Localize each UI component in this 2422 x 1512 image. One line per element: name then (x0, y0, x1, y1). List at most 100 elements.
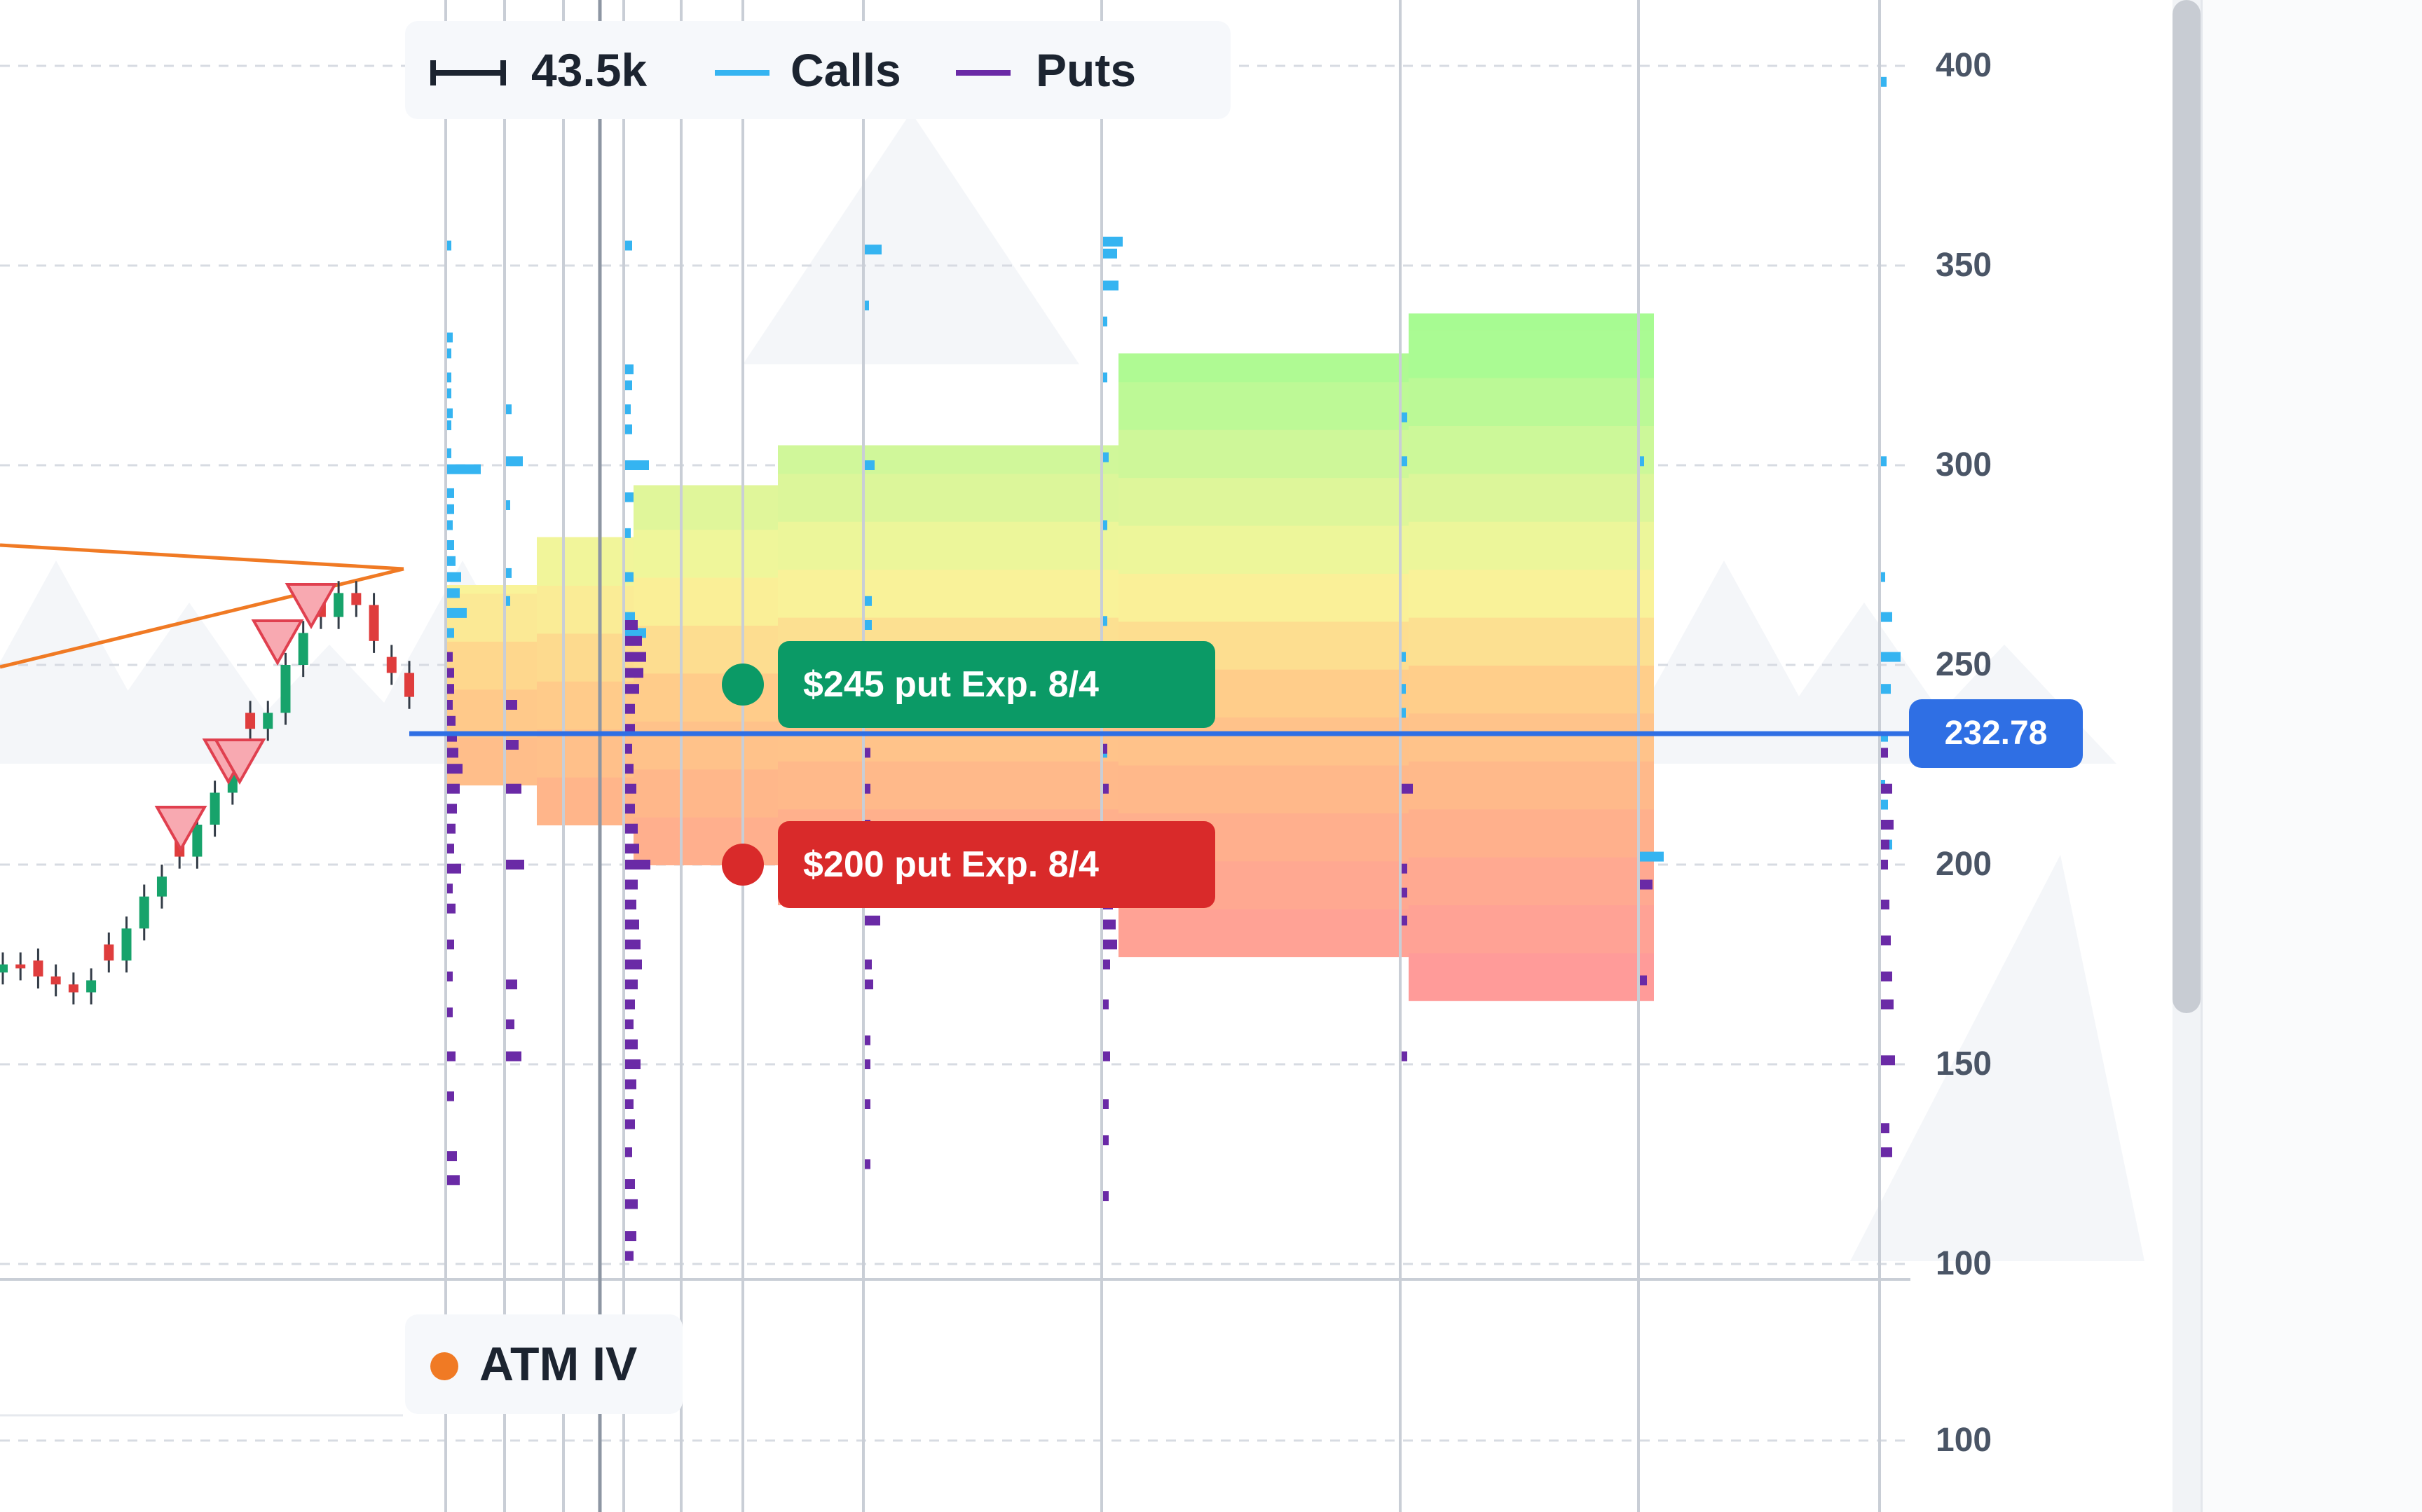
y-tick-label: 150 (1936, 1045, 1992, 1083)
call-oi-bar (1881, 684, 1891, 694)
projection-zone-band (537, 537, 634, 586)
projection-zone-band (1409, 473, 1654, 522)
put-oi-bar (865, 1059, 870, 1069)
call-oi-bar (625, 572, 634, 582)
candle-body (68, 984, 78, 993)
put-oi-bar (625, 1231, 636, 1242)
atm-iv-label[interactable]: ATM IV (479, 1338, 638, 1391)
call-oi-bar (625, 424, 632, 434)
candle-body (50, 976, 61, 984)
green-annotation-dot[interactable] (722, 664, 764, 706)
put-oi-bar (625, 823, 638, 834)
put-200-annotation[interactable]: $200 put Exp. 8/4 (778, 821, 1215, 908)
put-oi-bar (447, 940, 454, 949)
call-oi-bar (1103, 616, 1107, 626)
put-oi-bar (447, 1175, 460, 1185)
call-oi-bar (447, 408, 453, 418)
projection-zone-band (1409, 617, 1654, 666)
candle-body (245, 713, 256, 729)
legend-panel (405, 21, 1231, 119)
legend-calls[interactable]: Calls (791, 44, 901, 96)
call-oi-bar (865, 620, 872, 630)
call-oi-bar (1402, 708, 1406, 718)
put-oi-bar (625, 635, 642, 646)
call-oi-bar (447, 540, 454, 550)
call-oi-bar (506, 456, 523, 467)
call-oi-bar (1640, 456, 1644, 467)
put-oi-bar (625, 703, 635, 714)
put-oi-bar (447, 884, 453, 894)
call-oi-bar (865, 301, 869, 310)
projection-zone-band (1118, 572, 1409, 622)
projection-zone-band (1409, 521, 1654, 570)
put-oi-bar (865, 915, 880, 926)
call-oi-bar (625, 612, 635, 622)
side-panel (2201, 0, 2422, 1512)
sell-signal-icon (213, 738, 266, 785)
put-oi-bar (447, 668, 454, 678)
call-oi-bar (506, 568, 512, 578)
put-oi-bar (447, 652, 453, 662)
call-oi-bar (1881, 652, 1901, 662)
projection-zone-band (778, 445, 1118, 474)
put-oi-bar (506, 700, 517, 710)
projection-zone-band (1118, 381, 1409, 430)
y-tick-label: 250 (1936, 646, 1992, 683)
call-oi-bar (447, 588, 460, 598)
call-oi-bar (1881, 799, 1888, 810)
sell-signal-icon (251, 619, 304, 666)
legend-puts[interactable]: Puts (1036, 44, 1137, 96)
projection-zone-band (446, 689, 537, 738)
projection-zone-band (537, 776, 634, 825)
call-oi-bar (506, 500, 510, 510)
call-oi-bar (625, 364, 634, 375)
put-oi-bar (865, 1099, 870, 1109)
call-oi-bar (625, 460, 649, 470)
put-oi-bar (506, 860, 524, 870)
put-oi-bar (447, 804, 457, 814)
candle-body (334, 593, 344, 617)
put-oi-bar (447, 1051, 456, 1061)
atm-iv-dot (430, 1352, 458, 1380)
current-price-tag: 232.78 (1909, 699, 2083, 768)
candle-body (33, 960, 43, 977)
call-oi-bar (447, 240, 451, 251)
call-oi-bar (1640, 851, 1664, 862)
call-oi-bar (1103, 520, 1107, 530)
put-oi-bar (447, 863, 461, 874)
projection-zone-band (537, 585, 634, 634)
call-oi-bar (1881, 456, 1887, 467)
call-oi-bar (1402, 652, 1406, 662)
scrollbar-thumb[interactable] (2173, 0, 2201, 1013)
put-oi-bar (625, 1059, 641, 1069)
call-oi-bar (865, 460, 875, 470)
put-oi-bar (1103, 940, 1117, 949)
projection-zone-band (1409, 665, 1654, 714)
projection-zone-band (1409, 377, 1654, 426)
background-shape (743, 112, 1079, 364)
call-oi-bar (1402, 684, 1406, 694)
y-tick-label: 400 (1936, 47, 1992, 84)
call-oi-bar (506, 596, 510, 606)
call-oi-bar (447, 420, 451, 430)
put-oi-bar (625, 900, 636, 909)
candle-body (104, 944, 114, 961)
put-oi-bar (506, 783, 521, 794)
call-oi-bar (625, 380, 632, 390)
y-tick-label: 350 (1936, 247, 1992, 284)
projection-zone-band (1409, 809, 1654, 858)
candle-body (121, 928, 132, 961)
projection-zone-band (1118, 764, 1409, 813)
call-oi-bar (1881, 612, 1892, 622)
projection-zone-band (1409, 713, 1654, 762)
put-oi-bar (1881, 748, 1888, 758)
put-oi-bar (625, 783, 636, 794)
put-oi-bar (625, 980, 638, 989)
put-oi-bar (625, 844, 639, 854)
red-annotation-dot[interactable] (722, 844, 764, 886)
put-oi-bar (447, 748, 458, 758)
projection-zone-band (537, 680, 634, 730)
call-oi-bar (1402, 456, 1407, 467)
put-245-annotation[interactable]: $245 put Exp. 8/4 (778, 641, 1215, 728)
